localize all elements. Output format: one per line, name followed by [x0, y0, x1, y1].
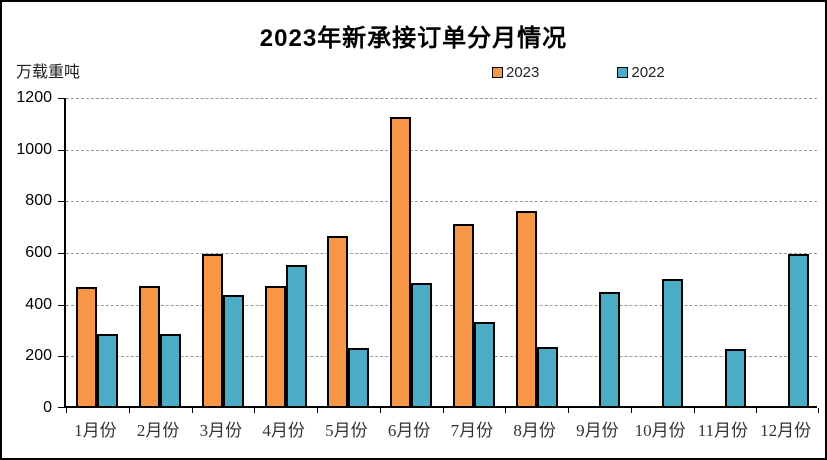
x-axis-tick-10 — [693, 408, 695, 413]
legend-item-2023: 2023 — [492, 64, 539, 81]
x-axis-tick-11 — [756, 408, 758, 413]
x-axis-label-month-8: 8月份 — [513, 421, 556, 440]
bar-2023-month-5 — [327, 235, 349, 406]
x-axis-tick-7 — [505, 408, 507, 413]
x-axis-tick-9 — [630, 408, 632, 413]
x-axis-tick-5 — [379, 408, 381, 413]
legend-label-2022: 2022 — [631, 64, 665, 81]
gridline-1200 — [66, 98, 817, 99]
y-axis-label-1000: 1000 — [16, 140, 52, 158]
x-axis-tick-3 — [254, 408, 256, 413]
gridline-200 — [66, 356, 817, 358]
bar-2022-month-12 — [787, 253, 809, 406]
y-axis-tick-1200 — [58, 98, 66, 99]
x-axis-tick-0 — [66, 408, 67, 413]
y-axis-label-400: 400 — [25, 295, 52, 313]
x-axis-label-month-7: 7月份 — [450, 421, 494, 440]
bar-2022-month-4 — [285, 265, 307, 406]
legend: 2023 2022 — [492, 64, 665, 81]
bar-2023-month-1 — [76, 287, 98, 406]
bar-2022-month-7 — [473, 322, 495, 406]
x-axis-tick-2 — [191, 408, 193, 413]
y-axis-label-600: 600 — [25, 244, 52, 261]
y-axis-tick-800 — [58, 201, 66, 203]
legend-label-2023: 2023 — [506, 64, 540, 81]
bar-2023-month-3 — [201, 253, 223, 406]
y-axis-label-0: 0 — [43, 399, 52, 416]
bar-2022-month-10 — [662, 279, 684, 406]
y-axis-tick-0 — [58, 407, 66, 408]
x-axis-label-month-5: 5月份 — [325, 421, 368, 440]
x-axis-tick-4 — [317, 408, 318, 413]
bar-2022-month-2 — [160, 333, 182, 406]
bar-2022-month-3 — [222, 294, 244, 406]
gridline-600 — [66, 253, 817, 254]
x-axis-tick-12 — [818, 408, 819, 413]
y-axis-label-800: 800 — [25, 192, 52, 210]
y-axis-tick-600 — [58, 253, 66, 254]
gridline-1000 — [66, 149, 817, 151]
x-axis-label-month-12: 12月份 — [760, 421, 812, 440]
y-axis-label-200: 200 — [25, 347, 52, 365]
legend-swatch-2023 — [492, 67, 503, 78]
y-axis-label-1200: 1200 — [16, 89, 52, 106]
bar-2022-month-6 — [411, 283, 433, 406]
x-axis-label-month-6: 6月份 — [387, 421, 431, 440]
x-axis-label-month-11: 11月份 — [697, 421, 749, 440]
x-axis-tick-6 — [442, 408, 444, 413]
bar-2023-month-8 — [515, 210, 537, 406]
y-axis-tick-200 — [58, 356, 66, 358]
x-axis-tick-1 — [128, 408, 130, 413]
gridline-400 — [66, 304, 817, 306]
bar-2023-month-2 — [139, 285, 161, 406]
x-axis-label-month-2: 2月份 — [136, 421, 180, 440]
chart-title: 2023年新承接订单分月情况 — [259, 25, 568, 52]
y-axis-labels: 0 200 400 600 800 1000 1200 — [2, 89, 52, 416]
bar-2022-month-9 — [599, 292, 621, 406]
x-axis-labels: 1月份 2月份 3月份 4月份 5月份 6月份 7月份 8月份 9月份 10月份 11月份 12月份 — [64, 416, 817, 440]
bar-2022-month-8 — [536, 346, 558, 406]
y-axis-tick-1000 — [58, 149, 66, 151]
x-axis-tick-8 — [568, 408, 569, 413]
x-axis-label-month-1: 1月份 — [74, 421, 117, 440]
y-axis-tick-400 — [58, 304, 66, 306]
gridline-800 — [66, 201, 817, 203]
bar-2023-month-4 — [264, 285, 286, 406]
bar-2022-month-11 — [724, 349, 746, 406]
x-axis-label-month-4: 4月份 — [262, 421, 305, 440]
legend-item-2022: 2022 — [617, 64, 665, 81]
x-axis-label-month-3: 3月份 — [199, 421, 243, 440]
x-axis-label-month-9: 9月份 — [576, 421, 619, 440]
bar-2022-month-5 — [348, 347, 370, 406]
x-axis-label-month-10: 10月份 — [634, 421, 686, 440]
bar-2022-month-1 — [97, 333, 119, 406]
bar-2023-month-6 — [390, 116, 412, 406]
bar-2023-month-7 — [452, 223, 474, 406]
legend-swatch-2022 — [617, 67, 629, 78]
plot-area — [58, 98, 819, 413]
y-axis-unit-label: 万载重吨 — [16, 64, 81, 81]
